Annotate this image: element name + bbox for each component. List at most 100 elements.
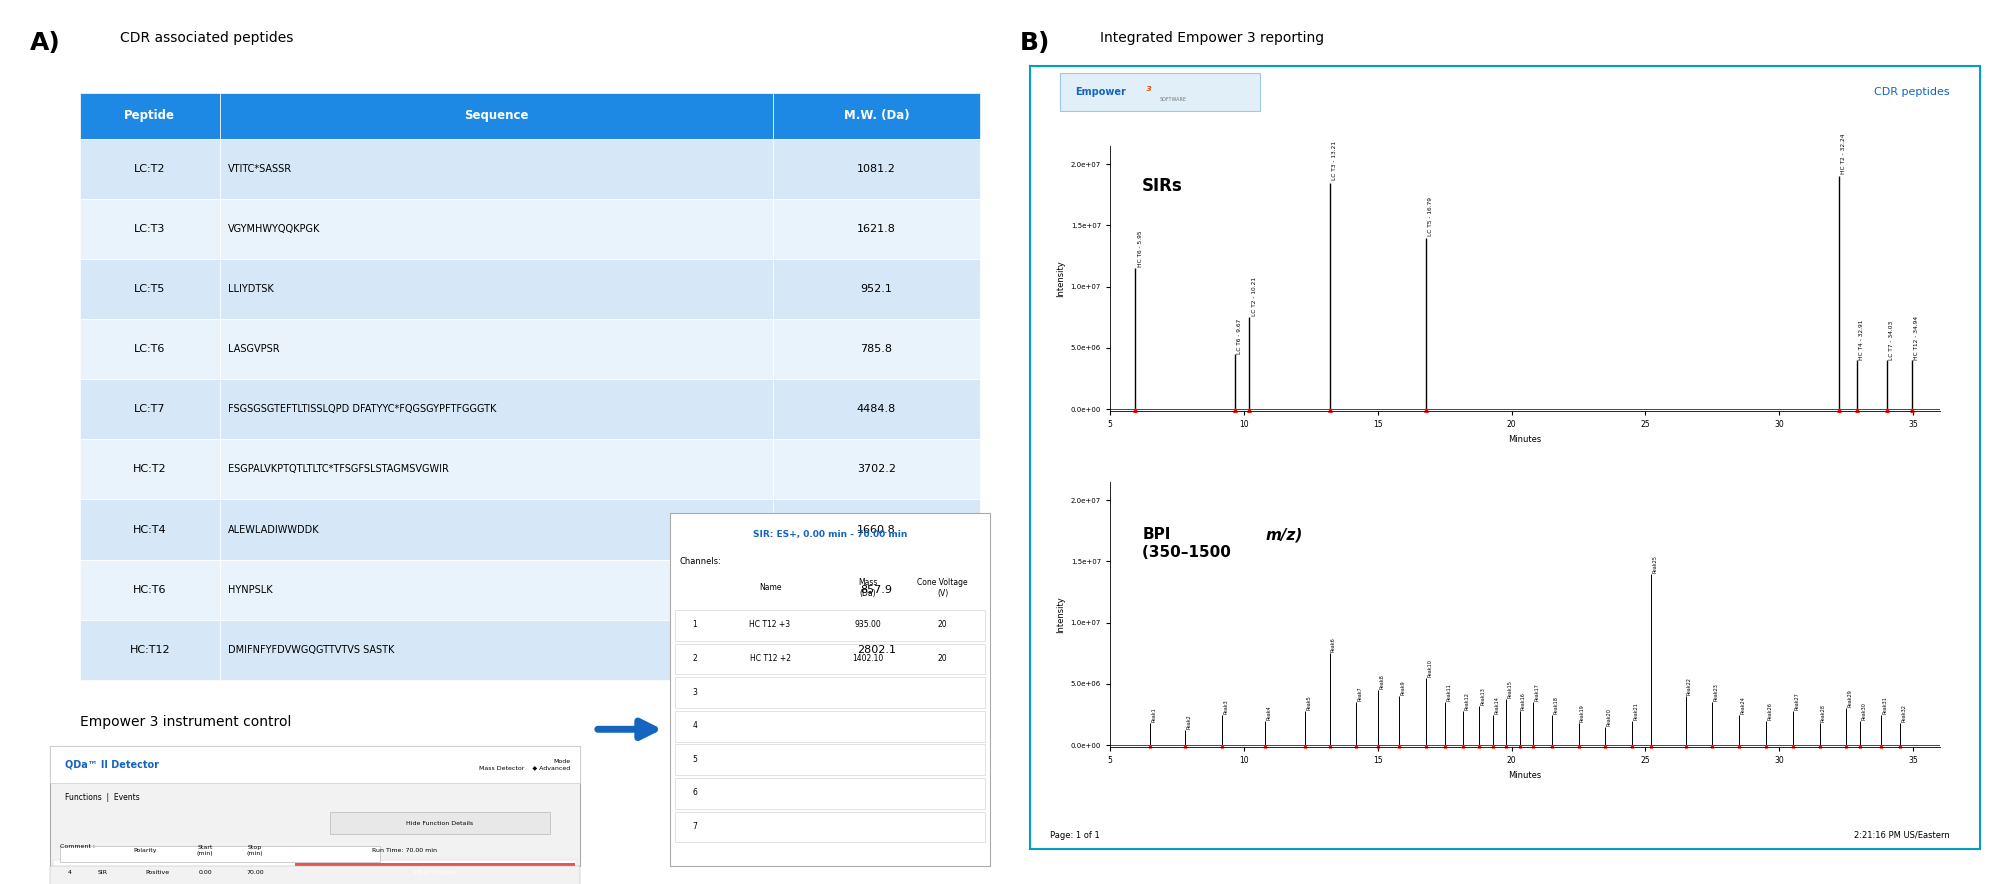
Text: LC:T6: LC:T6 [134,344,166,354]
Bar [80,93,220,139]
Bar [676,744,984,775]
Text: HC:T6: HC:T6 [132,584,166,595]
Text: Integrated Empower 3 reporting: Integrated Empower 3 reporting [1100,31,1324,45]
Bar [676,778,984,809]
Text: Peak21: Peak21 [1634,702,1638,720]
Text: Peak11: Peak11 [1446,683,1452,701]
Text: 0.00: 0.00 [198,870,212,874]
Text: LC:T2: LC:T2 [134,164,166,174]
Text: M.W. (Da): M.W. (Da) [844,110,910,122]
Bar [772,139,980,199]
Text: B): B) [1020,31,1050,55]
Text: DMIFNFYFDVWGQGTTVTVS SASTK: DMIFNFYFDVWGQGTTVTVS SASTK [228,644,394,655]
Text: 20: 20 [938,621,948,629]
Text: Peak3: Peak3 [1224,698,1228,713]
Text: VGYMHWYQQKPGK: VGYMHWYQQKPGK [228,224,320,234]
Text: HC T12 +2: HC T12 +2 [750,654,790,663]
Text: LC T7 - 34.03: LC T7 - 34.03 [1890,321,1894,360]
Text: m/z): m/z) [1266,527,1302,542]
Text: CDR peptides: CDR peptides [1874,87,1950,97]
Text: FSGSGSGTEFTLTISSLQPD DFATYYC*FQGSGYPFTFGGGTK: FSGSGSGTEFTLTISSLQPD DFATYYC*FQGSGYPFTFG… [228,404,496,415]
Text: HC T6 - 5.95: HC T6 - 5.95 [1138,231,1142,267]
Text: Peak22: Peak22 [1686,677,1692,695]
Text: 70.00: 70.00 [246,870,264,874]
Bar [772,499,980,560]
Text: BPI
(350–1500: BPI (350–1500 [1142,527,1236,560]
Text: Peak7: Peak7 [1358,687,1362,701]
Text: Peptide: Peptide [124,110,176,122]
Bar [220,139,772,199]
Text: QDa™ II Detector: QDa™ II Detector [64,759,160,770]
Text: Peak1: Peak1 [1152,707,1156,722]
Text: Functions  |  Events: Functions | Events [64,793,140,802]
Text: 857.9: 857.9 [860,584,892,595]
Bar [220,620,772,680]
Text: Run Time: 70.00 min: Run Time: 70.00 min [372,848,438,853]
Text: Peak10: Peak10 [1428,659,1432,677]
Text: LC:T5: LC:T5 [134,284,166,294]
Bar [220,560,772,620]
Text: Start
(min): Start (min) [196,845,214,856]
Text: SIR of 2 masses: SIR of 2 masses [412,870,456,874]
Text: 3: 3 [692,688,698,697]
Bar [80,560,220,620]
Bar [220,199,772,259]
Text: LC T5 - 16.79: LC T5 - 16.79 [1428,197,1432,236]
Text: VTITC*SASSR: VTITC*SASSR [228,164,292,174]
Text: 6: 6 [692,789,698,797]
Bar [772,439,980,499]
Text: ALEWLADIWWDDK: ALEWLADIWWDDK [228,524,320,535]
Text: Peak9: Peak9 [1400,681,1406,695]
Text: Peak16: Peak16 [1520,692,1526,710]
Y-axis label: Intensity: Intensity [1056,596,1066,633]
Text: Name: Name [758,583,782,592]
Bar [676,644,984,674]
Bar [772,259,980,319]
Bar [296,863,576,883]
Text: Peak30: Peak30 [1862,702,1866,720]
Bar [330,812,550,834]
Bar [80,139,220,199]
Text: SIRs: SIRs [1142,177,1182,195]
Bar [80,499,220,560]
Text: Peak23: Peak23 [1714,683,1718,701]
Text: 2802.1: 2802.1 [856,644,896,655]
Text: Peak15: Peak15 [1508,680,1512,697]
Text: Peak4: Peak4 [1266,705,1272,720]
Text: Page: 1 of 1: Page: 1 of 1 [1050,831,1100,840]
Bar [772,199,980,259]
Text: Mass
(Da): Mass (Da) [858,578,878,598]
Text: CDR associated peptides: CDR associated peptides [120,31,294,45]
Text: Peak12: Peak12 [1464,692,1470,710]
Text: Peak19: Peak19 [1580,705,1584,722]
Text: 5: 5 [692,755,698,764]
Bar [80,319,220,379]
Bar [80,199,220,259]
Text: Peak17: Peak17 [1534,683,1540,701]
Text: Peak25: Peak25 [1652,555,1658,573]
X-axis label: Minutes: Minutes [1508,435,1542,444]
Bar [772,560,980,620]
Bar [220,439,772,499]
Bar [80,620,220,680]
Bar [676,812,984,842]
Text: LLIYDTSK: LLIYDTSK [228,284,274,294]
Text: 1: 1 [692,621,698,629]
Y-axis label: Intensity: Intensity [1056,260,1066,297]
Text: 2:21:16 PM US/Eastern: 2:21:16 PM US/Eastern [1854,831,1950,840]
Bar [772,93,980,139]
Bar [80,259,220,319]
Text: HC:T4: HC:T4 [132,524,166,535]
Text: 4484.8: 4484.8 [856,404,896,415]
Bar [80,379,220,439]
Bar [676,677,984,708]
Text: 4: 4 [692,721,698,730]
Bar [50,746,580,783]
Bar [670,513,990,866]
Bar [676,711,984,742]
Text: HC:T2: HC:T2 [132,464,166,475]
Text: HC T12 +3: HC T12 +3 [750,621,790,629]
Text: Peak24: Peak24 [1740,696,1746,713]
Text: Peak31: Peak31 [1882,696,1888,713]
Text: HYNPSLK: HYNPSLK [228,584,272,595]
